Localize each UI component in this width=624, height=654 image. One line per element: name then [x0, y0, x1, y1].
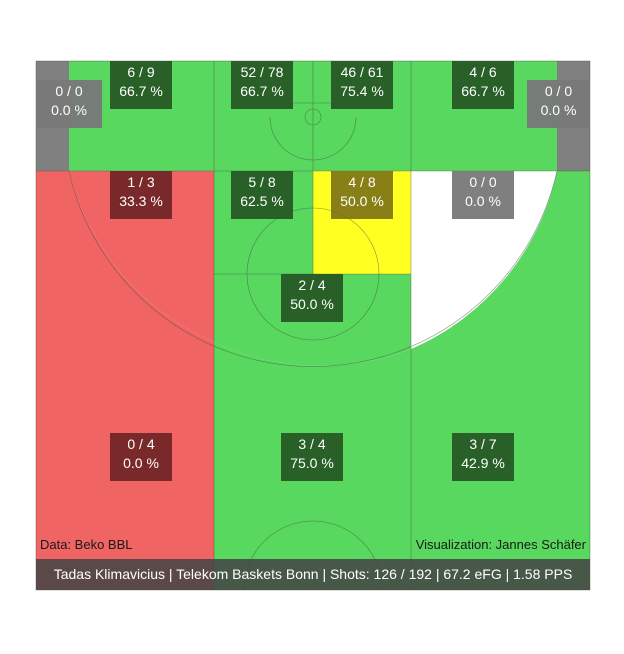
- zone-percentage-left-three: 0.0 %: [123, 455, 159, 471]
- zone-percentage-left-baseline-mid: 33.3 %: [119, 193, 163, 209]
- zone-label-right-elbow: 4 / 8 50.0 %: [331, 171, 393, 219]
- zone-label-left-three: 0 / 4 0.0 %: [110, 433, 172, 481]
- zone-attempts-right-elbow: 4 / 8: [348, 174, 376, 190]
- zone-percentage-right-corner-three: 0.0 %: [540, 102, 577, 118]
- zone-label-top-three: 3 / 4 75.0 %: [281, 433, 343, 481]
- zone-percentage-left-wing-top: 66.7 %: [119, 83, 163, 99]
- zone-percentage-left-elbow: 62.5 %: [240, 193, 284, 209]
- zone-percentage-right-baseline-mid: 0.0 %: [465, 193, 501, 209]
- zone-label-top-left-mid: 52 / 78 66.7 %: [231, 61, 293, 109]
- zone-attempts-top-three: 3 / 4: [298, 436, 326, 452]
- zone-percentage-top-right-mid: 75.4 %: [340, 83, 384, 99]
- zone-percentage-right-three: 42.9 %: [461, 455, 505, 471]
- zone-right-three: [411, 171, 590, 590]
- zone-label-left-elbow: 5 / 8 62.5 %: [231, 171, 293, 219]
- zone-attempts-top-left-mid: 52 / 78: [240, 64, 284, 80]
- zone-label-right-wing-top: 4 / 6 66.7 %: [452, 61, 514, 109]
- restricted-area: [269, 116, 357, 161]
- zone-right-wing-top: [411, 61, 557, 171]
- zone-attempts-right-three: 3 / 7: [469, 436, 497, 452]
- zone-left-wing-top: [69, 61, 214, 171]
- hoop: [304, 108, 322, 126]
- zone-label-top-right-mid: 46 / 61 75.4 %: [331, 61, 393, 109]
- zone-label-left-wing-top: 6 / 9 66.7 %: [110, 61, 172, 109]
- zone-label-left-baseline-mid: 1 / 3 33.3 %: [110, 171, 172, 219]
- three-point-arc: [68, 170, 558, 367]
- zone-percentage-right-wing-top: 66.7 %: [461, 83, 505, 99]
- zone-attempts-left-baseline-mid: 1 / 3: [127, 174, 155, 190]
- zone-label-free-throw-area: 2 / 4 50.0 %: [281, 274, 343, 322]
- zone-attempts-free-throw-area: 2 / 4: [298, 277, 326, 293]
- zone-label-left-corner-three: 0 / 0 0.0 %: [36, 80, 102, 128]
- zone-left-three: [36, 171, 214, 590]
- zone-percentage-right-elbow: 50.0 %: [340, 193, 384, 209]
- zone-attempts-right-baseline-mid: 0 / 0: [469, 174, 497, 190]
- player-summary-footer: Tadas Klimavicius | Telekom Baskets Bonn…: [36, 559, 590, 590]
- zone-attempts-left-wing-top: 6 / 9: [127, 64, 155, 80]
- zone-attempts-left-elbow: 5 / 8: [248, 174, 276, 190]
- zone-label-right-three: 3 / 7 42.9 %: [452, 433, 514, 481]
- zone-percentage-top-left-mid: 66.7 %: [240, 83, 284, 99]
- visualization-credit: Visualization: Jannes Schäfer: [415, 537, 586, 552]
- zone-attempts-left-corner-three: 0 / 0: [55, 83, 83, 99]
- zone-right-baseline-mid: [411, 171, 557, 349]
- zone-attempts-right-corner-three: 0 / 0: [544, 83, 573, 99]
- zone-label-right-corner-three: 0 / 0 0.0 %: [527, 80, 590, 128]
- zone-percentage-free-throw-area: 50.0 %: [290, 296, 334, 312]
- zone-percentage-top-three: 75.0 %: [290, 455, 334, 471]
- data-credit: Data: Beko BBL: [40, 537, 133, 552]
- zone-left-baseline-mid: [69, 171, 214, 342]
- free-throw-circle: [246, 207, 380, 341]
- zone-attempts-top-right-mid: 46 / 61: [340, 64, 384, 80]
- zone-attempts-left-three: 0 / 4: [127, 436, 155, 452]
- zone-percentage-left-corner-three: 0.0 %: [51, 102, 87, 118]
- zone-label-right-baseline-mid: 0 / 0 0.0 %: [452, 171, 514, 219]
- zone-attempts-right-wing-top: 4 / 6: [469, 64, 497, 80]
